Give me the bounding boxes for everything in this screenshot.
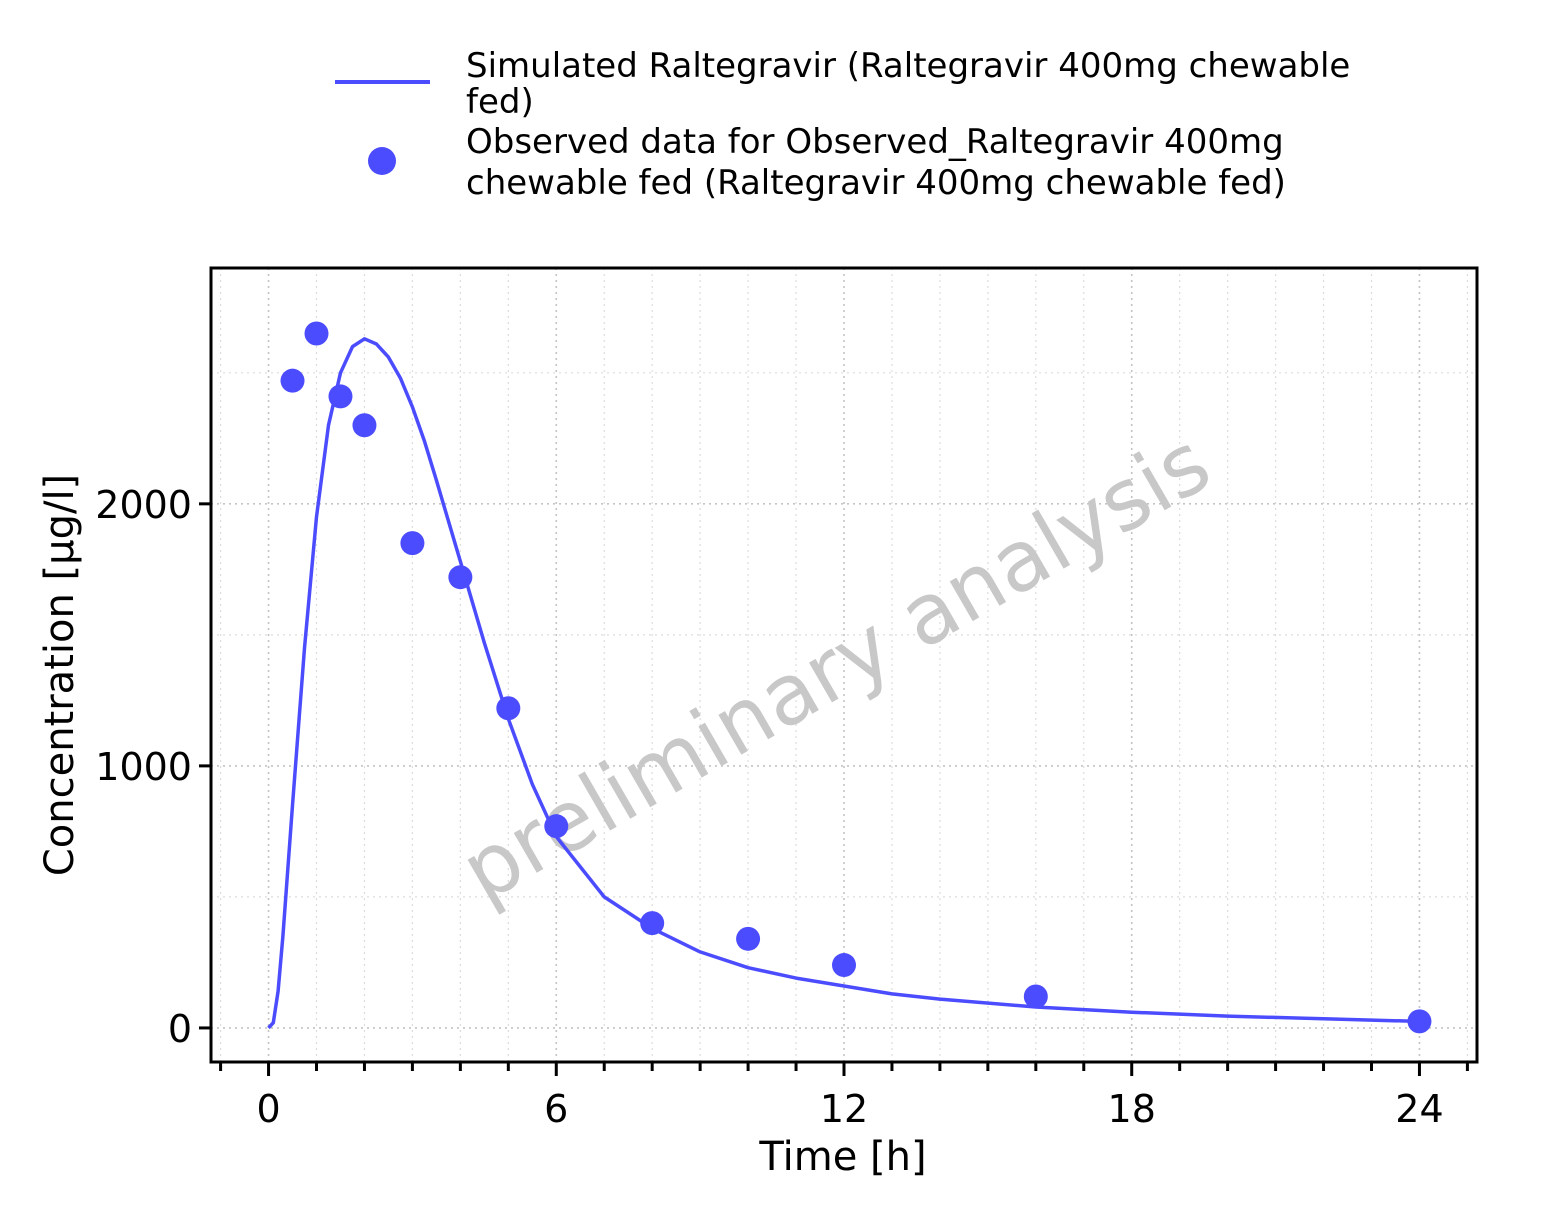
observed-data-point xyxy=(304,321,329,346)
observed-data-point xyxy=(640,911,665,936)
legend-line-label-2: fed) xyxy=(466,82,534,122)
observed-data-point xyxy=(328,384,353,409)
series-layer xyxy=(267,321,1432,1034)
x-tick-label: 6 xyxy=(544,1087,568,1131)
x-axis-title: Time [h] xyxy=(758,1134,926,1180)
x-tick-label: 12 xyxy=(820,1087,868,1131)
legend-points-label-1: Observed data for Observed_Raltegravir 4… xyxy=(466,122,1284,162)
observed-data-point xyxy=(400,531,425,556)
y-axis-title: Concentration [µg/l] xyxy=(37,474,83,876)
grid xyxy=(211,268,1477,1062)
x-tick-label: 24 xyxy=(1395,1087,1443,1131)
legend: Simulated Raltegravir (Raltegravir 400mg… xyxy=(335,46,1350,203)
x-tick-label: 0 xyxy=(256,1087,280,1131)
observed-data-point xyxy=(448,565,473,590)
x-tick-label: 18 xyxy=(1108,1087,1156,1131)
observed-data-point xyxy=(496,696,521,721)
legend-points-label-2: chewable fed (Raltegravir 400mg chewable… xyxy=(466,163,1286,203)
observed-data-point xyxy=(736,926,761,951)
y-tick-label: 0 xyxy=(168,1007,192,1051)
y-tick-label: 2000 xyxy=(95,483,192,527)
legend-point-swatch xyxy=(368,147,396,175)
observed-data-point xyxy=(1023,984,1048,1009)
observed-data-point xyxy=(832,953,856,978)
axis-ticks: 0 6 12 18 24 0 1000 2000 xyxy=(95,483,1469,1131)
legend-line-label-1: Simulated Raltegravir (Raltegravir 400mg… xyxy=(466,46,1350,86)
observed-data-point xyxy=(280,368,305,393)
observed-data-point xyxy=(544,814,569,839)
simulated-series-line xyxy=(267,337,1420,1030)
y-tick-label: 1000 xyxy=(95,745,192,789)
observed-data-point xyxy=(352,413,377,438)
observed-data-point xyxy=(1407,1009,1432,1034)
